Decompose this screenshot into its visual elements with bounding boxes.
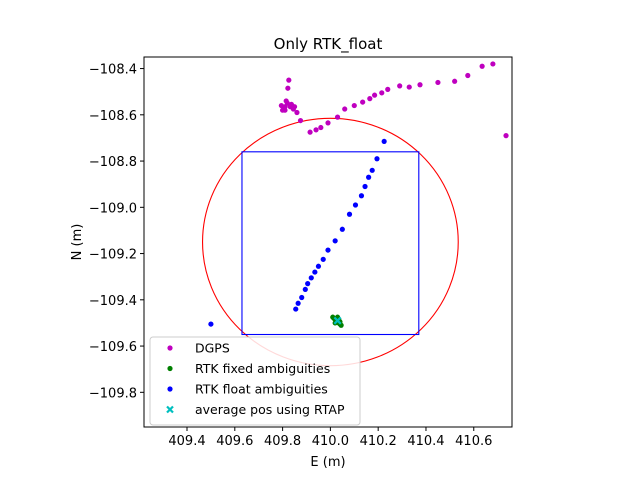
dgps-point-24 <box>371 92 378 98</box>
dgps-point-18 <box>325 120 331 126</box>
rtk-float-ambiguities-point-7 <box>312 269 318 275</box>
rtk-float-ambiguities-point-20 <box>381 138 387 145</box>
dgps-point-21 <box>351 102 357 109</box>
dgps-point-34 <box>490 61 496 67</box>
plot-area <box>201 61 509 367</box>
dgps-point-17 <box>318 124 324 131</box>
rtk-float-ambiguities-point-13 <box>346 211 353 217</box>
legend-label-rtk-fixed-ambiguities: RTK fixed ambiguities <box>195 361 330 376</box>
dgps-point-15 <box>307 129 313 135</box>
y-axis-label: N (m) <box>70 224 85 261</box>
axes-frame <box>143 56 513 428</box>
dgps-point-14 <box>278 102 285 109</box>
dgps-point-3 <box>284 100 290 106</box>
dgps-point-30 <box>435 79 441 86</box>
x-tick-label-3: 410.0 <box>312 434 349 449</box>
rtk-float-ambiguities-point-17 <box>366 174 372 180</box>
y-tick-label-1: −108.6 <box>89 109 137 124</box>
dgps-point-10 <box>294 109 300 116</box>
dgps-point-28 <box>406 84 412 90</box>
x-tick-label-0: 409.4 <box>168 434 205 449</box>
y-tick-label-6: −109.6 <box>89 340 137 355</box>
y-tick-label-0: −108.4 <box>89 63 137 78</box>
legend: DGPS RTK fixed ambiguities RTK float ambig… <box>149 336 361 426</box>
x-axis-label: E (m) <box>310 455 345 470</box>
rtk-float-ambiguities-point-12 <box>339 226 345 232</box>
average-pos-using-rtap-point-0-stroke-b <box>333 316 342 325</box>
legend-marker-dgps <box>167 345 173 351</box>
dgps-point-22 <box>360 99 366 105</box>
error-square <box>241 151 420 336</box>
dgps-point-19 <box>334 114 341 120</box>
dgps-point-25 <box>379 90 385 96</box>
legend-marker-rtk-float-ambiguities <box>167 386 173 392</box>
rtk-float-ambiguities-point-6 <box>308 275 314 281</box>
rtk-float-ambiguities-point-4 <box>302 286 308 293</box>
dgps-point-9 <box>291 104 298 110</box>
dgps-point-26 <box>385 86 391 92</box>
dgps-point-5 <box>286 77 292 83</box>
legend-label-average-pos-using-rtap: average pos using RTAP <box>195 402 345 417</box>
legend-marker-average-pos-using-rtap <box>166 405 174 414</box>
rtk-float-ambiguities-point-10 <box>325 247 331 253</box>
x-tick-label-1: 409.6 <box>216 434 253 449</box>
x-tick-label-4: 410.2 <box>360 434 397 449</box>
dgps-point-29 <box>417 82 423 88</box>
dgps-point-27 <box>397 83 403 89</box>
dgps-point-31 <box>452 78 458 84</box>
rtk-float-ambiguities-point-14 <box>352 202 359 208</box>
dgps-point-32 <box>465 72 471 79</box>
rtk-float-ambiguities-point-2 <box>295 300 301 306</box>
rtk-float-ambiguities-point-5 <box>305 281 311 287</box>
chart-title: Only RTK_float <box>274 35 383 54</box>
average-pos-using-rtap-point-0 <box>333 316 342 325</box>
rtk-float-ambiguities-point-15 <box>358 193 365 199</box>
dgps-point-20 <box>342 106 348 112</box>
y-tick-label-4: −109.2 <box>89 248 137 263</box>
dgps-point-33 <box>479 63 485 69</box>
rtk-float-ambiguities-point-18 <box>369 167 375 173</box>
y-tick-label-2: −108.8 <box>89 155 137 170</box>
legend-marker-average-pos-using-rtap-stroke-b <box>166 405 174 414</box>
rtk-float-ambiguities-point-0 <box>208 321 214 327</box>
rtk-float-ambiguities-point-1 <box>293 306 299 312</box>
rtk-float-ambiguities-point-3 <box>299 294 305 301</box>
rtk-float-ambiguities-point-8 <box>315 263 322 269</box>
x-tick-label-5: 410.4 <box>407 434 444 449</box>
dgps-point-23 <box>367 96 373 102</box>
legend-marker-rtk-fixed-ambiguities <box>167 365 173 372</box>
dgps-point-4 <box>285 85 291 91</box>
y-tick-label-7: −109.8 <box>89 386 137 401</box>
y-tick-label-3: −109.0 <box>89 201 137 216</box>
dgps-point-13 <box>282 107 288 113</box>
axes: 409.4 409.6 409.8 410.0 410.2 410.4 410.6 −108.… <box>89 56 513 449</box>
x-tick-label-6: 410.6 <box>455 434 492 449</box>
rtk-float-ambiguities-point-9 <box>320 256 326 262</box>
dgps-point-11 <box>297 117 304 124</box>
legend-box <box>149 336 361 426</box>
y-tick-label-5: −109.4 <box>89 294 137 309</box>
x-tick-label-2: 409.8 <box>264 434 301 449</box>
dgps-point-35 <box>503 133 509 139</box>
rtk-float-ambiguities-point-16 <box>362 183 368 190</box>
legend-label-dgps: DGPS <box>195 341 230 356</box>
dgps-point-16 <box>313 127 319 133</box>
rtk-float-ambiguities-point-11 <box>332 238 338 244</box>
rtk-float-ambiguities-point-19 <box>374 156 380 162</box>
legend-label-rtk-float-ambiguities: RTK float ambiguities <box>195 382 328 397</box>
